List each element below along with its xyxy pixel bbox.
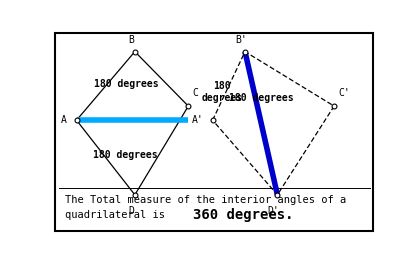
Text: 180 degrees: 180 degrees <box>94 79 159 89</box>
Text: quadrilateral is: quadrilateral is <box>65 210 178 220</box>
Text: C: C <box>192 88 198 98</box>
Text: 360 degrees.: 360 degrees. <box>193 208 294 222</box>
Text: B': B' <box>235 35 247 45</box>
Text: C': C' <box>338 88 350 98</box>
Text: 180 degrees: 180 degrees <box>93 150 158 160</box>
Text: D: D <box>129 206 135 216</box>
Text: A: A <box>61 115 67 125</box>
Text: D': D' <box>268 206 279 216</box>
Text: 180 degrees: 180 degrees <box>229 93 293 103</box>
Text: The Total measure of the interior angles of a: The Total measure of the interior angles… <box>65 195 347 205</box>
Text: A': A' <box>192 115 204 125</box>
Text: B: B <box>129 35 135 45</box>
Text: 180
degrees: 180 degrees <box>202 81 243 103</box>
